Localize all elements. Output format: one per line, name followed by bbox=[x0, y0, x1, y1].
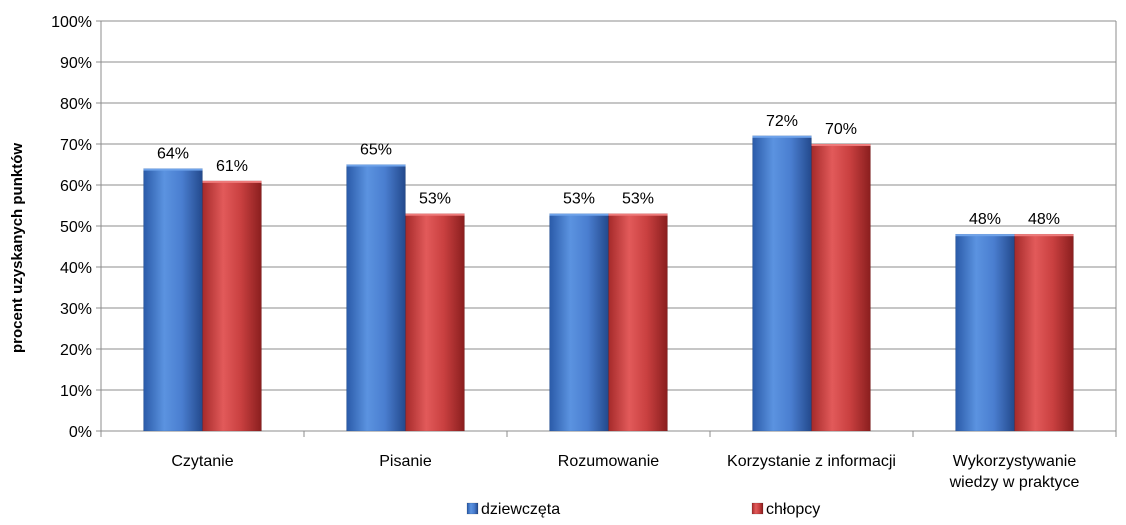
bar-top-highlight bbox=[346, 164, 406, 167]
y-tick-label: 70% bbox=[60, 137, 92, 154]
y-tick-label: 30% bbox=[60, 301, 92, 318]
y-axis-label: procent uzyskanych punktów bbox=[9, 143, 26, 353]
bar-top-highlight bbox=[752, 135, 812, 138]
bar-chłopcy-3 bbox=[811, 143, 871, 432]
bar-top-highlight bbox=[608, 213, 668, 216]
bars bbox=[143, 135, 1074, 432]
data-label: 53% bbox=[563, 191, 595, 208]
x-tick-label: Wykorzystywanie bbox=[953, 453, 1077, 470]
bar-top-highlight bbox=[549, 213, 609, 216]
legend-label: dziewczęta bbox=[481, 501, 560, 518]
y-tick-label: 20% bbox=[60, 342, 92, 359]
bar-chłopcy-1 bbox=[405, 213, 465, 432]
bar-top-highlight bbox=[202, 180, 262, 183]
x-tick-label: wiedzy w praktyce bbox=[949, 474, 1080, 491]
legend-swatch bbox=[751, 502, 764, 515]
legend: dziewczęta chłopcy bbox=[466, 501, 820, 518]
bar-chłopcy-2 bbox=[608, 213, 668, 432]
bar-top-highlight bbox=[811, 144, 871, 146]
data-label: 53% bbox=[622, 191, 654, 208]
bar-dziewczęta-4 bbox=[955, 233, 1015, 432]
axes: 0% 10% 20% 30% 40% 50% 60% 70% 80% 90% 100% Czytani… bbox=[51, 14, 1117, 491]
bar-chłopcy-0 bbox=[202, 180, 262, 432]
bar-dziewczęta-2 bbox=[549, 213, 609, 432]
data-label: 72% bbox=[766, 113, 798, 130]
x-tick-label: Korzystanie z informacji bbox=[727, 453, 896, 470]
bar-dziewczęta-3 bbox=[752, 135, 812, 432]
y-tick-label: 0% bbox=[69, 424, 92, 441]
legend-item: dziewczęta bbox=[466, 501, 560, 518]
y-tick-label: 100% bbox=[51, 14, 92, 31]
bar-top-highlight bbox=[143, 168, 203, 171]
bar-top-highlight bbox=[405, 213, 465, 216]
y-tick-label: 60% bbox=[60, 178, 92, 195]
data-label: 70% bbox=[825, 121, 857, 138]
y-tick-label: 80% bbox=[60, 96, 92, 113]
y-tick-label: 40% bbox=[60, 260, 92, 277]
data-label: 64% bbox=[157, 146, 189, 163]
legend-swatch bbox=[466, 502, 479, 515]
legend-item: chłopcy bbox=[751, 501, 820, 518]
x-tick-label: Pisanie bbox=[379, 453, 432, 470]
x-tick-label: Czytanie bbox=[171, 453, 233, 470]
bar-top-highlight bbox=[955, 234, 1015, 237]
data-labels: 64% 65% 53% 72% 48% 61% 53% 53% 70% 48% bbox=[157, 113, 1060, 228]
data-label: 61% bbox=[216, 158, 248, 175]
bar-dziewczęta-0 bbox=[143, 168, 203, 432]
bar-chłopcy-4 bbox=[1014, 233, 1074, 432]
y-tick-label: 90% bbox=[60, 55, 92, 72]
x-tick-label: Rozumowanie bbox=[558, 453, 659, 470]
legend-label: chłopcy bbox=[766, 501, 820, 518]
data-label: 65% bbox=[360, 142, 392, 159]
data-label: 48% bbox=[969, 211, 1001, 228]
y-tick-label: 10% bbox=[60, 383, 92, 400]
bar-dziewczęta-1 bbox=[346, 164, 406, 432]
bar-top-highlight bbox=[1014, 234, 1074, 237]
data-label: 53% bbox=[419, 191, 451, 208]
data-label: 48% bbox=[1028, 211, 1060, 228]
y-tick-label: 50% bbox=[60, 219, 92, 236]
